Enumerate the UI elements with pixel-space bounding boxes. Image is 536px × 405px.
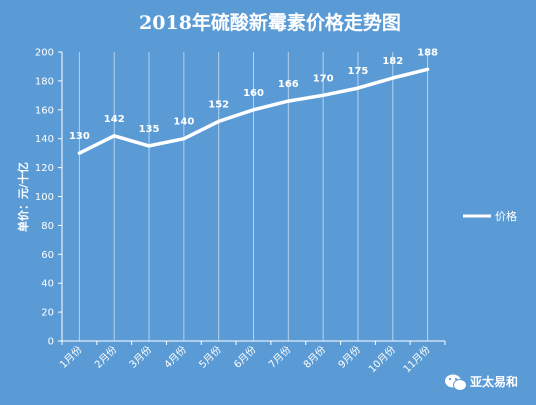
data-label: 166 — [278, 79, 299, 90]
y-tick-label: 20 — [41, 308, 54, 319]
x-tick-label: 3月份 — [127, 344, 154, 371]
data-label: 170 — [313, 73, 334, 84]
data-label: 135 — [139, 124, 160, 135]
watermark-text: 亚太易和 — [470, 374, 518, 389]
y-tick-label: 40 — [41, 279, 54, 290]
legend: 价格 — [463, 209, 517, 223]
watermark: 亚太易和 — [445, 374, 518, 391]
y-axis-label: 单价：元/十亿 — [16, 162, 30, 232]
y-tick-label: 180 — [35, 76, 54, 87]
y-tick-labels: 0 20 40 60 80 100 120 140 160 180 200 — [35, 48, 54, 348]
data-label: 160 — [243, 88, 264, 99]
x-tick-label: 5月份 — [197, 344, 224, 371]
series-lines — [77, 67, 430, 155]
x-tick-label: 7月份 — [266, 344, 293, 371]
y-tick-label: 60 — [41, 250, 54, 261]
data-label: 175 — [348, 66, 369, 77]
x-tick-label: 11月份 — [401, 344, 433, 376]
y-tick-label: 140 — [35, 134, 54, 145]
y-tick-label: 80 — [41, 221, 54, 232]
data-label: 182 — [382, 56, 403, 67]
data-label: 130 — [69, 131, 90, 142]
x-tick-label: 6月份 — [231, 344, 258, 371]
x-tick-label: 10月份 — [366, 344, 398, 376]
y-tick-label: 100 — [35, 192, 54, 203]
wechat-icon — [445, 374, 467, 391]
x-tick-label: 2月份 — [92, 344, 119, 371]
axes — [58, 51, 446, 345]
x-tick-label: 9月份 — [336, 344, 363, 371]
y-tick-label: 0 — [48, 337, 54, 348]
x-tick-label: 8月份 — [301, 344, 328, 371]
y-tick-label: 200 — [35, 48, 54, 59]
x-tick-label: 1月份 — [57, 344, 84, 371]
y-tick-label: 160 — [35, 105, 54, 116]
data-label: 140 — [173, 117, 194, 128]
data-labels: 130 142 135 140 152 160 166 170 175 182 188 — [69, 47, 438, 142]
x-tick-labels: 1月份 2月份 3月份 4月份 5月份 6月份 7月份 8月份 9月份 10月份 11月份 — [57, 344, 432, 376]
x-tick-label: 4月份 — [162, 344, 189, 371]
data-label: 152 — [208, 99, 229, 110]
data-label: 142 — [104, 114, 125, 125]
series-line — [77, 67, 430, 155]
legend-label: 价格 — [495, 209, 517, 223]
data-label: 188 — [417, 47, 438, 58]
chart-title: 2018年硫酸新霉素价格走势图 — [139, 11, 401, 34]
y-tick-label: 120 — [35, 163, 54, 174]
